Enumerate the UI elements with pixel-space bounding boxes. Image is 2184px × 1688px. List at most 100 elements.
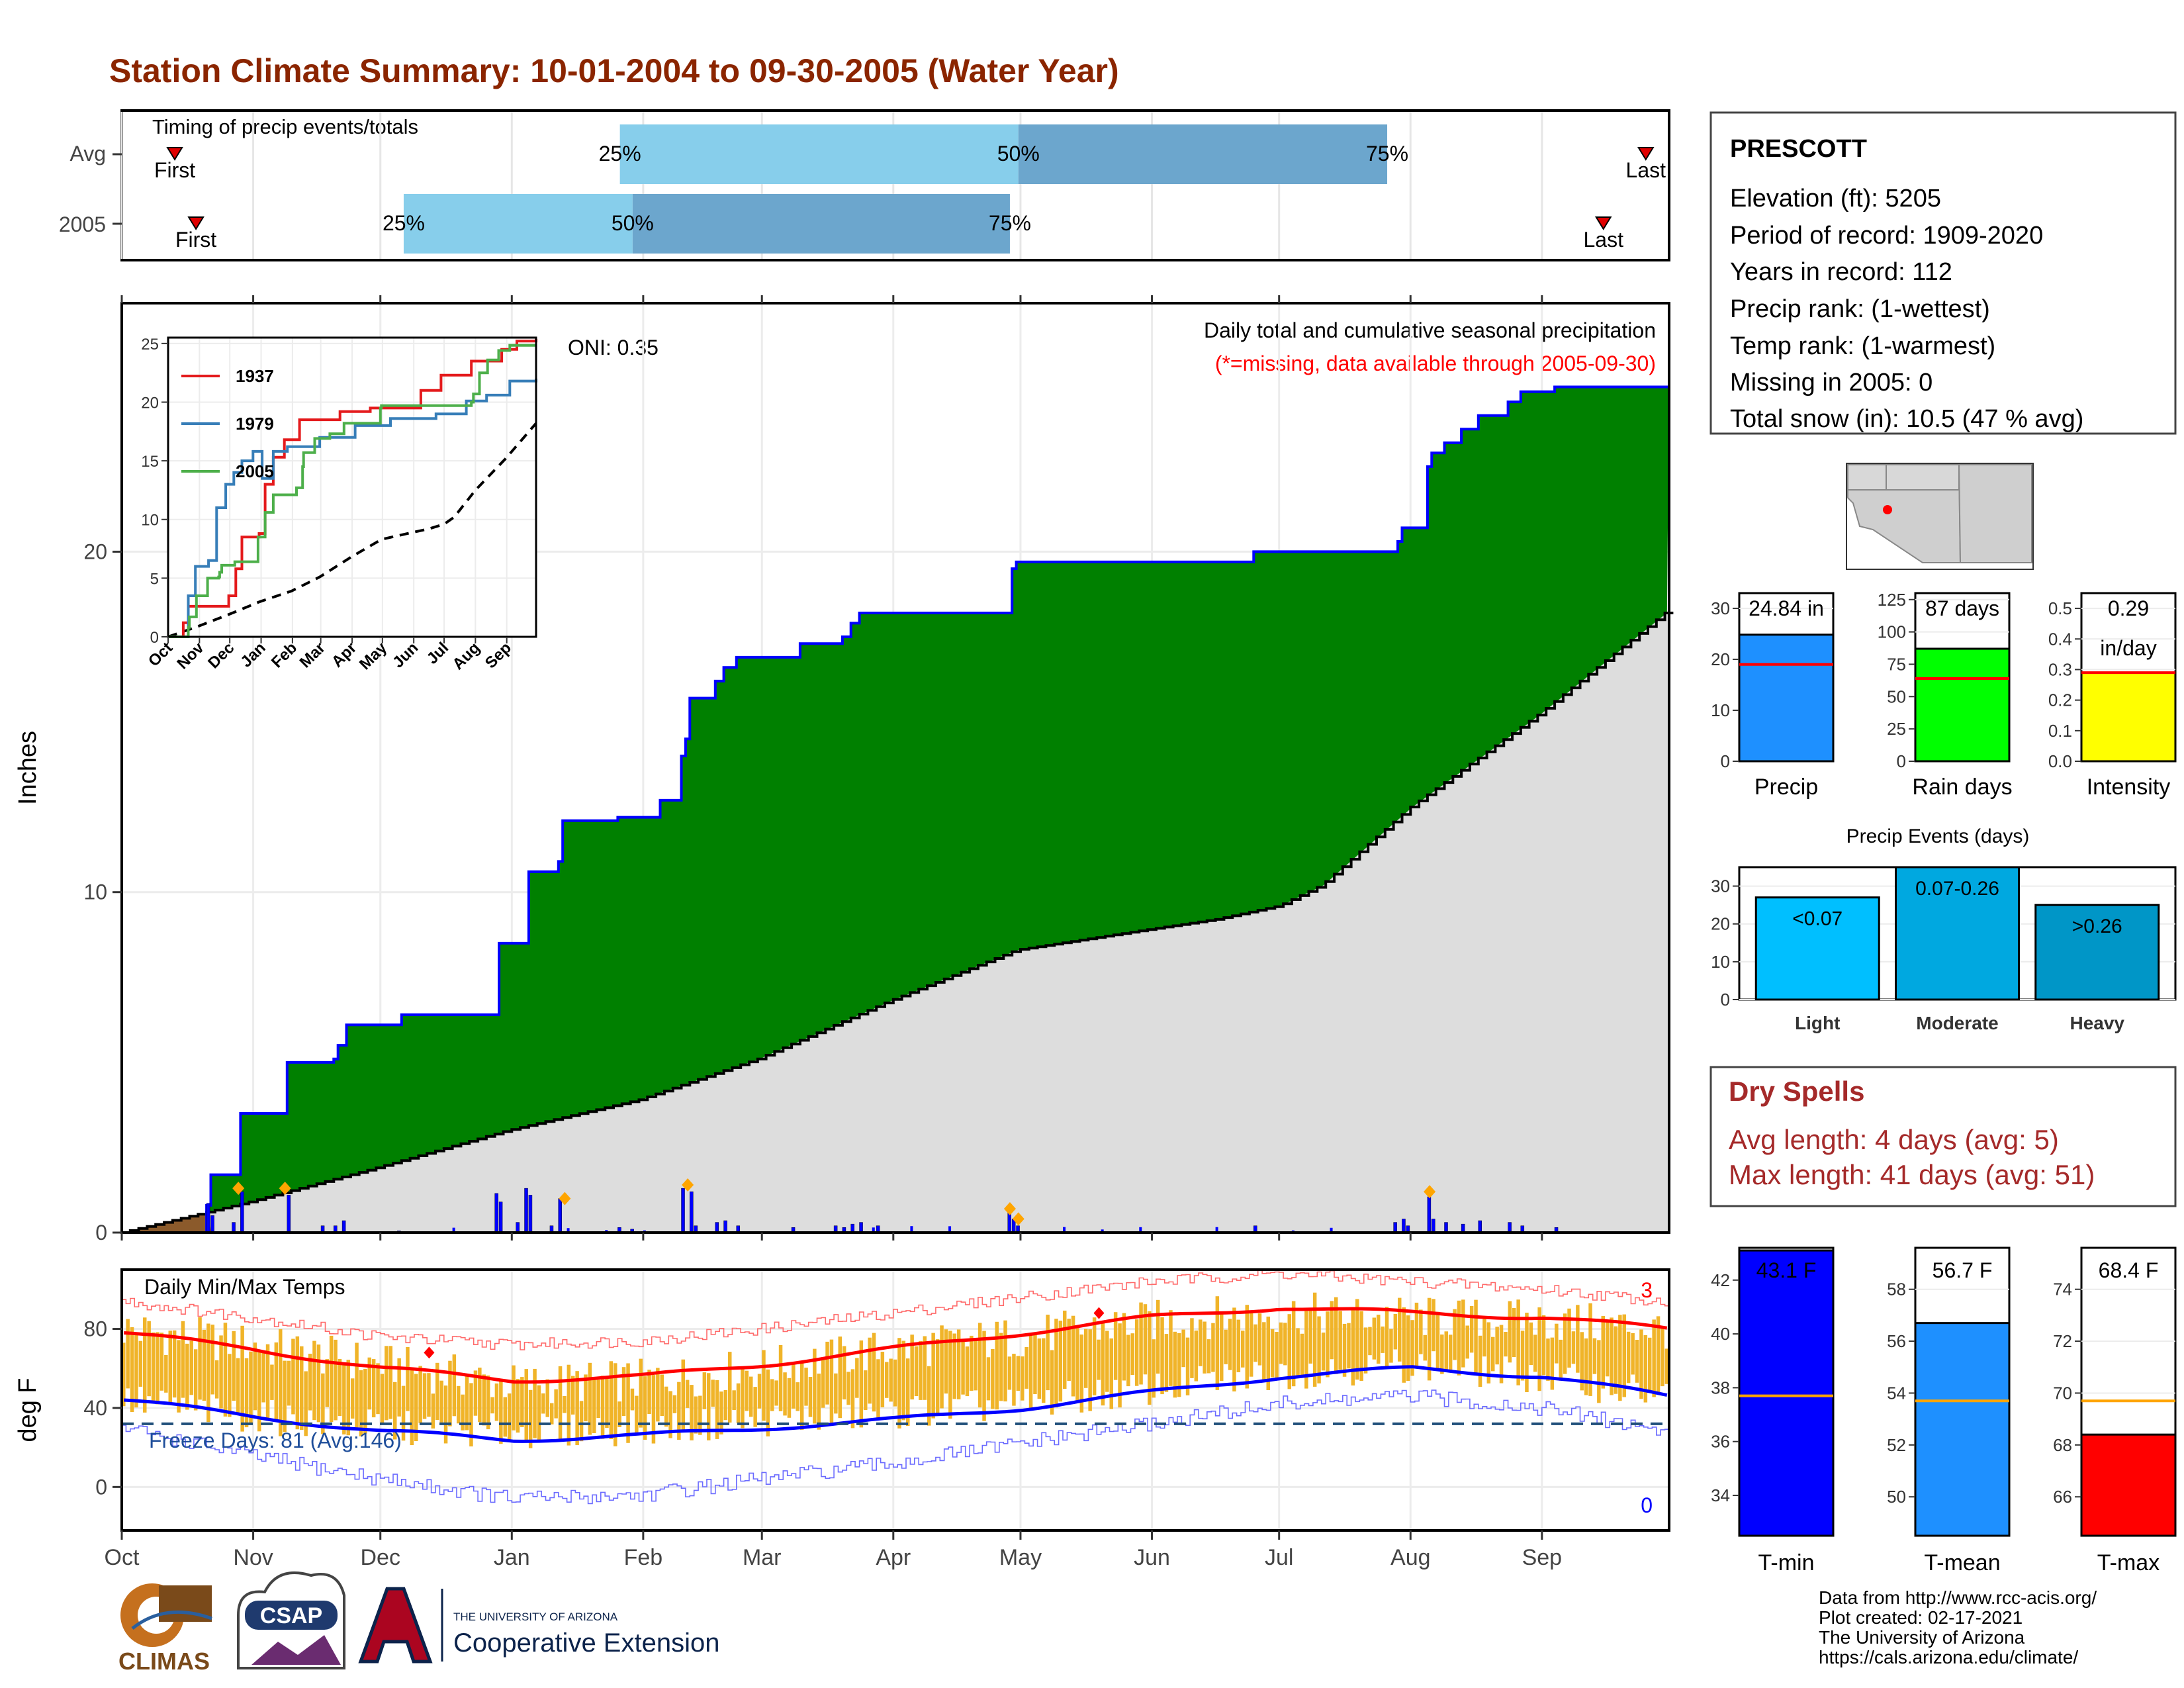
daily-temp-bar [524,1369,528,1442]
daily-temp-bar [172,1330,177,1398]
daily-temp-bar [1432,1299,1435,1352]
daily-temp-bar [757,1374,762,1409]
daily-temp-bar [193,1349,198,1411]
daily-temp-bar [995,1321,999,1410]
month-axis-label: Nov [233,1545,273,1570]
daily-temp-bar [1597,1340,1601,1403]
daily-temp-bar [244,1358,249,1428]
daily-temp-bar [363,1368,367,1434]
heavy-event-marker [1424,1185,1436,1199]
daily-temp-bar [1601,1315,1605,1389]
summary-bar-name: Rain days [1912,774,2012,800]
daily-temp-bar [1058,1321,1063,1402]
daily-temp-bar [232,1331,236,1401]
daily-temp-bar [1377,1315,1381,1364]
daily-temp-bar [668,1391,672,1438]
daily-temp-bar [249,1351,253,1425]
daily-temp-bar [338,1358,342,1416]
precip-events-chart: Precip Events (days) <0.07 Light 0.07-0.26… [1711,825,2177,1033]
station-location-dot [1883,505,1892,514]
daily-temp-bar [291,1338,295,1415]
summary-bar-ytick-label: 0 [1721,751,1730,771]
daily-temp-bar [1296,1328,1300,1378]
daily-temp-bar [274,1342,279,1421]
daily-temp-bar [1257,1313,1262,1366]
daily-temp-bar [567,1364,571,1446]
daily-temp-bar [371,1359,376,1418]
temps-ytick-label: 80 [83,1317,107,1341]
temps-ylabel: deg F [14,1378,42,1442]
temp-bar-value: 68.4 F [2099,1258,2159,1282]
daily-temp-bar [512,1365,516,1430]
daily-temp-bar [499,1378,503,1444]
daily-temp-bar [1156,1299,1160,1374]
temp-bar-ytick-label: 66 [2053,1487,2072,1507]
daily-temp-bar [1469,1305,1474,1353]
inset-average-line [167,422,537,638]
daily-temp-bar [1381,1326,1385,1353]
temp-bar-ytick-label: 38 [1711,1378,1730,1397]
daily-temp-bar [1576,1305,1580,1373]
summary-bar-ytick-label: 20 [1711,649,1730,669]
daily-precip-bar [723,1220,727,1233]
temp-bar-ytick-label: 50 [1887,1487,1906,1507]
daily-temp-bar [1427,1297,1432,1381]
daily-temp-bar [571,1376,575,1415]
daily-temp-bar [1474,1299,1478,1374]
daily-temp-bar [617,1401,621,1427]
daily-temp-bar [855,1358,859,1398]
heavy-event-marker [1012,1212,1024,1226]
daily-temp-bar [1215,1296,1220,1390]
average-max-line [124,1307,1668,1384]
daily-temp-bar [868,1337,872,1404]
daily-temp-bar [711,1380,715,1407]
daily-temp-bar [677,1382,681,1440]
daily-temp-bar [151,1332,156,1401]
daily-temp-bar [1088,1329,1092,1411]
summary-bar-value: 87 days [1925,596,1999,620]
events-title: Precip Events (days) [1846,825,2030,847]
daily-temp-bar [528,1389,533,1448]
daily-temp-bar [1105,1331,1109,1392]
daily-temp-bar [1631,1333,1635,1375]
inset-ytick-label: 0 [150,629,159,647]
daily-temp-bar [1648,1337,1652,1391]
daily-temp-bar [685,1380,690,1408]
timing-marker-label: Last [1583,228,1623,252]
daily-temp-bar [461,1394,465,1430]
daily-temp-bar [600,1376,605,1439]
daily-temp-bar [923,1336,927,1400]
daily-temp-bar [168,1331,172,1405]
summary-bar-ytick-label: 25 [1887,719,1906,739]
daily-temp-bar [906,1358,910,1426]
daily-temp-bar [1241,1331,1245,1368]
daily-temp-bar [253,1342,257,1411]
daily-temp-bar [1453,1309,1457,1360]
daily-temp-bar [1245,1305,1249,1389]
daily-temp-bar [346,1360,350,1436]
daily-temp-bar [1308,1308,1312,1364]
daily-temp-bar [592,1378,596,1433]
daily-temp-bar [736,1383,741,1423]
daily-temp-bar [367,1357,371,1410]
daily-temp-bar [1351,1308,1355,1385]
events-ytick-label: 20 [1711,914,1730,934]
daily-temp-bar [1126,1335,1130,1387]
daily-temp-bar [385,1346,388,1421]
heavy-event-marker [232,1182,245,1196]
temp-bar-name: T-max [2097,1550,2160,1575]
heavy-event-marker [682,1178,694,1192]
average-cumulative-area [122,613,1669,1233]
temp-bar-t-max [2080,1433,2177,1537]
daily-temp-bar [261,1350,265,1403]
daily-temp-bar [1050,1350,1054,1415]
daily-temp-bar [821,1358,825,1408]
daily-temp-bar [159,1333,164,1391]
daily-temp-bar [414,1374,418,1441]
daily-temp-bar [418,1366,422,1423]
summary-bar-ytick-label: 50 [1887,686,1906,706]
daily-precip-bar [872,1227,875,1233]
timing-marker-label: First [154,158,195,182]
timing-pct-label: 25% [383,211,425,235]
daily-temp-bar [931,1333,935,1419]
